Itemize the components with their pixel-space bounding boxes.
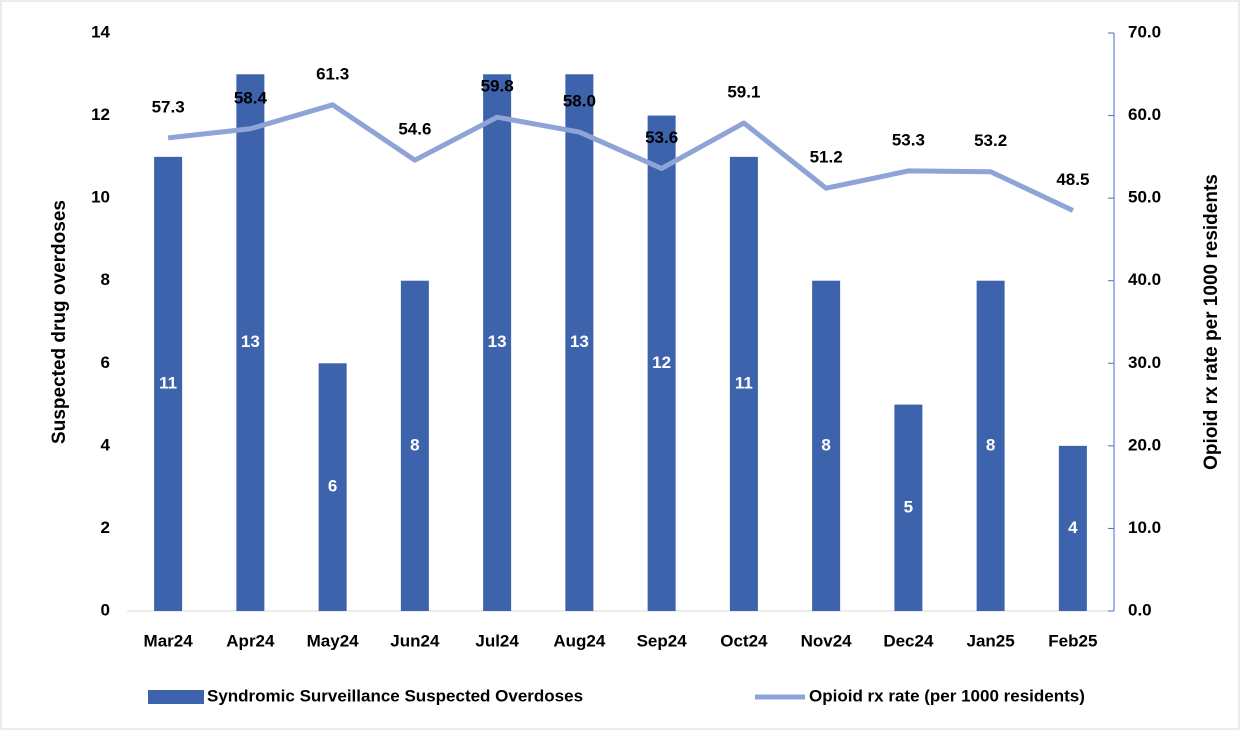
line <box>167 102 1074 213</box>
bar <box>154 156 183 611</box>
line-label: 53.6 <box>645 128 678 147</box>
x-tick-label: Mar24 <box>144 631 194 650</box>
bar <box>483 74 512 612</box>
y2-tick-label: 70.0 <box>1128 22 1161 41</box>
line-label: 59.8 <box>481 77 514 96</box>
bar-label: 13 <box>241 332 260 351</box>
x-tick-label: Feb25 <box>1048 631 1097 650</box>
x-tick-label: Aug24 <box>553 631 606 650</box>
bar-label: 11 <box>159 373 177 392</box>
bar <box>976 280 1005 611</box>
x-tick-label: Sep24 <box>637 631 688 650</box>
line-label: 53.2 <box>974 131 1007 150</box>
bar <box>400 280 429 611</box>
y2-tick-label: 0.0 <box>1128 600 1152 619</box>
y2-axis-title: Opioid rx rate per 1000 residents <box>1201 174 1222 470</box>
y2-tick-label: 20.0 <box>1128 435 1161 454</box>
bar-label: 8 <box>986 435 995 454</box>
bar-label: 13 <box>488 332 507 351</box>
x-tick-label: Nov24 <box>801 631 853 650</box>
x-tick-label: Dec24 <box>883 631 934 650</box>
line-label: 54.6 <box>398 120 431 139</box>
y-axis-title: Suspected drug overdoses <box>49 200 70 444</box>
bar-label: 5 <box>904 497 913 516</box>
legend-label: Opioid rx rate (per 1000 residents) <box>809 686 1085 705</box>
y-tick-label: 2 <box>101 518 110 537</box>
legend-swatch <box>148 690 204 704</box>
bar-label: 4 <box>1068 518 1078 537</box>
bar <box>565 74 594 612</box>
y-tick-label: 14 <box>91 22 110 41</box>
x-tick-label: Jan25 <box>967 631 1015 650</box>
y2-tick-label: 30.0 <box>1128 353 1161 372</box>
line-label: 48.5 <box>1056 170 1089 189</box>
line-label: 61.3 <box>316 64 349 83</box>
y2-tick-label: 50.0 <box>1128 188 1161 207</box>
y-tick-label: 6 <box>101 353 110 372</box>
y2-tick-label: 40.0 <box>1128 270 1161 289</box>
line-label: 59.1 <box>727 82 760 101</box>
y2-tick-label: 60.0 <box>1128 105 1161 124</box>
line-label: 51.2 <box>810 148 843 167</box>
bar-label: 13 <box>570 332 589 351</box>
bar <box>1058 445 1087 611</box>
bar <box>236 74 265 612</box>
x-tick-label: May24 <box>307 631 360 650</box>
bar <box>318 363 347 611</box>
line-label: 58.0 <box>563 92 596 111</box>
line-label: 53.3 <box>892 130 925 149</box>
bar <box>894 404 923 611</box>
y-tick-label: 10 <box>91 188 110 207</box>
bar <box>647 115 676 612</box>
bar <box>812 280 841 611</box>
bar-label: 11 <box>735 373 753 392</box>
y-tick-label: 8 <box>101 270 110 289</box>
y2-tick-label: 10.0 <box>1128 518 1161 537</box>
y-tick-label: 12 <box>91 105 110 124</box>
line-label: 58.4 <box>234 88 268 107</box>
x-tick-label: Oct24 <box>720 631 768 650</box>
bar <box>729 156 758 611</box>
bar-label: 8 <box>410 435 419 454</box>
line-label: 57.3 <box>152 97 185 116</box>
x-tick-label: Jun24 <box>390 631 440 650</box>
bar-label: 12 <box>652 353 671 372</box>
x-tick-label: Jul24 <box>475 631 519 650</box>
x-tick-label: Apr24 <box>226 631 275 650</box>
y-tick-label: 4 <box>101 435 111 454</box>
bar-label: 8 <box>821 435 830 454</box>
bar-label: 6 <box>328 477 337 496</box>
legend-label: Syndromic Surveillance Suspected Overdos… <box>207 686 583 705</box>
y-tick-label: 0 <box>101 600 110 619</box>
